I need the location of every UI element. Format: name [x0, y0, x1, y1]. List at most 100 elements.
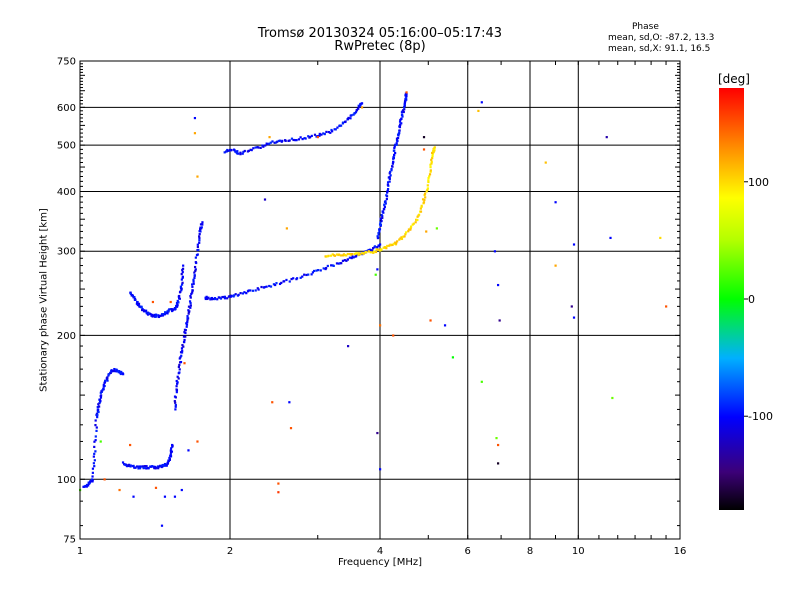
trace-point	[125, 464, 129, 468]
trace-point	[237, 152, 240, 155]
trace-point	[191, 289, 194, 292]
phase-title: Phase	[632, 22, 659, 32]
y-tick-label: 75	[63, 535, 76, 546]
trace-point	[136, 301, 139, 304]
trace-point	[377, 248, 380, 251]
trace-point	[325, 266, 328, 270]
trace-point	[171, 443, 174, 447]
trace-point	[177, 365, 180, 369]
trace-point	[394, 143, 397, 146]
trace-point	[162, 313, 165, 316]
trace-point	[339, 262, 342, 265]
trace-point	[405, 94, 408, 97]
trace-point	[400, 237, 404, 241]
trace-point	[133, 298, 137, 301]
trace-point	[276, 140, 279, 143]
trace-point	[183, 328, 187, 331]
trace-point	[187, 312, 190, 315]
trace-point	[152, 465, 155, 468]
trace-point	[405, 92, 408, 96]
trace-point	[145, 465, 148, 468]
trace-point	[388, 177, 391, 180]
trace-point	[194, 269, 197, 272]
trace-point	[239, 151, 242, 154]
trace-point	[422, 201, 426, 204]
trace-point	[178, 297, 181, 300]
trace-point	[213, 297, 217, 300]
trace-point	[297, 138, 301, 141]
trace-point	[377, 236, 380, 239]
scatter-point	[163, 495, 167, 498]
trace-point	[179, 360, 183, 364]
trace-point	[197, 248, 200, 252]
trace-point	[192, 282, 195, 285]
trace-point	[318, 132, 321, 136]
trace-point	[127, 464, 130, 467]
trace-point	[226, 149, 230, 152]
trace-point	[380, 219, 383, 223]
trace-point	[339, 124, 343, 127]
trace-point	[423, 198, 426, 202]
trace-point	[389, 170, 392, 174]
trace-point	[372, 250, 376, 253]
trace-point	[299, 136, 302, 139]
trace-point	[182, 264, 185, 267]
trace-point	[98, 401, 101, 405]
trace-point	[236, 150, 239, 153]
trace-point	[320, 133, 323, 136]
trace-point	[275, 282, 278, 285]
trace-point	[198, 232, 201, 236]
trace-point	[360, 252, 364, 255]
trace-point	[323, 132, 326, 136]
x-tick-label: 4	[377, 546, 383, 557]
trace-point	[155, 315, 158, 318]
trace-point	[190, 292, 193, 296]
trace-point	[221, 295, 224, 299]
trace-point	[170, 447, 173, 450]
trace-point	[400, 117, 403, 121]
trace-point	[259, 146, 262, 149]
trace-point	[188, 300, 192, 303]
trace-point	[319, 269, 322, 272]
trace-point	[399, 237, 402, 240]
trace-point	[176, 299, 179, 303]
scatter-point	[99, 440, 102, 443]
y-tick-label: 100	[57, 475, 76, 486]
y-tick-label: 400	[57, 187, 76, 198]
trace-point	[137, 467, 140, 470]
trace-point	[394, 243, 398, 246]
x-tick-label: 6	[465, 546, 471, 557]
trace-point	[283, 280, 286, 283]
colorbar-tick-label: 100	[748, 176, 769, 189]
trace-point	[100, 394, 103, 397]
trace-point	[181, 281, 184, 284]
trace-point	[331, 130, 334, 133]
trace-point	[344, 120, 347, 123]
trace-point	[200, 226, 203, 229]
scatter-point	[151, 300, 155, 304]
trace-point	[374, 250, 378, 254]
trace-point	[431, 156, 434, 160]
scatter-point	[422, 136, 426, 139]
trace-point	[142, 309, 145, 312]
trace-point	[372, 251, 375, 254]
trace-point	[140, 306, 143, 309]
trace-point	[121, 461, 125, 464]
trace-point	[103, 380, 107, 384]
trace-point	[96, 405, 99, 409]
trace-point	[218, 296, 221, 299]
trace-point	[93, 465, 96, 468]
trace-point	[310, 273, 313, 276]
trace-point	[180, 283, 184, 286]
trace-point	[416, 215, 419, 218]
trace-point	[194, 256, 197, 259]
y-tick-label: 500	[57, 141, 76, 152]
trace-point	[196, 253, 199, 256]
trace-point	[186, 315, 189, 318]
trace-point	[91, 467, 95, 470]
trace-point	[92, 462, 95, 465]
scatter-point	[451, 356, 455, 359]
trace-point	[348, 256, 351, 259]
trace-point	[102, 383, 105, 387]
trace-point	[427, 176, 430, 180]
